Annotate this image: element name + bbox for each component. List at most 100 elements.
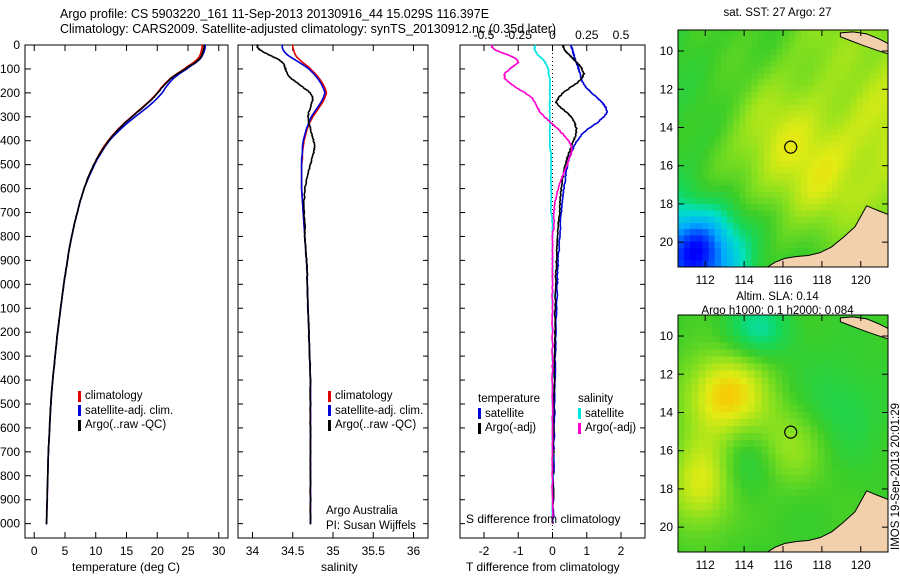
depth-tick-label: 500 <box>0 158 20 172</box>
figure-title-line2: Climatology: CARS2009. Satellite-adjuste… <box>60 22 557 36</box>
lon-tick-label: 120 <box>851 273 871 287</box>
lon-tick-label: 114 <box>735 558 754 572</box>
plot-frame <box>24 44 229 539</box>
depth-tick-label: 400 <box>0 134 20 148</box>
sla-map-title-line2: Argo h1000: 0.1 h2000: 0.084 <box>701 305 854 317</box>
legend-item-climatology: climatology <box>78 389 173 404</box>
legend-swatch-temperature-argo <box>478 422 481 434</box>
depth-tick-label: 1200 <box>0 325 20 339</box>
sst-map-title: sat. SST: 27 Argo: 27 <box>723 7 832 19</box>
depth-tick-label: 1300 <box>0 349 20 363</box>
x-tick-label: 20 <box>151 544 165 558</box>
argo-credit-line1: Argo Australia <box>326 505 398 517</box>
profile-location-marker <box>784 425 798 439</box>
legend-swatch-salinity-satellite <box>578 408 581 420</box>
salinity-legend: climatology satellite-adj. clim. Argo(..… <box>328 389 423 433</box>
sla-map-plot: 112 114 116 118 120 -10 -12 -14 -16 -18 -20 <box>660 314 889 572</box>
legend-item-satellite-adj: satellite-adj. clim. <box>78 404 173 419</box>
argo-credit: Argo Australia PI: Susan Wijffels <box>326 504 416 533</box>
depth-tick-label: 300 <box>0 110 20 124</box>
legend-item-argo-salinity: Argo(..raw -QC) <box>328 418 423 433</box>
depth-tick-label: 1400 <box>0 373 20 387</box>
s-tick-label: -0.5 <box>474 28 495 42</box>
lat-tick-label: -18 <box>660 197 673 211</box>
lat-tick-label: -20 <box>660 520 673 534</box>
lon-tick-label: 118 <box>812 558 831 572</box>
legend-swatch-argo <box>78 419 81 431</box>
legend-group-title-salinity: salinity <box>578 393 614 405</box>
sst-map-panel: 112 114 116 118 120 -10 -12 -14 -16 -18 -20 <box>660 0 900 295</box>
depth-tick-label: 1700 <box>0 445 20 459</box>
legend-label-argo: Argo(..raw -QC) <box>85 419 167 431</box>
x-tick-label: 0 <box>31 544 38 558</box>
legend-swatch-argo-salinity <box>328 419 331 431</box>
x-tick-label: 5 <box>62 544 69 558</box>
depth-tick-label: 900 <box>0 253 20 267</box>
salinity-axis-label: salinity <box>321 560 358 574</box>
lat-tick-label: -14 <box>660 120 673 134</box>
difference-temperature-axis-label: T difference from climatology <box>466 560 620 574</box>
depth-tick-label: 1500 <box>0 397 20 411</box>
lon-tick-label: 120 <box>851 558 871 572</box>
s-tick-label: 0 <box>549 28 556 42</box>
legend-swatch-climatology <box>78 390 81 402</box>
difference-salinity-axis-label: S difference from climatology <box>466 512 621 526</box>
landmass-australia <box>766 490 888 552</box>
argo-credit-line2: PI: Susan Wijffels <box>326 519 416 532</box>
lon-tick-label: 118 <box>812 273 831 287</box>
profile-line <box>256 44 316 525</box>
temperature-plot: 0100200300400500600700800900100011001200… <box>0 38 229 558</box>
lat-tick-label: -10 <box>660 329 673 343</box>
temperature-legend: climatology satellite-adj. clim. Argo(..… <box>78 389 173 433</box>
depth-tick-label: 600 <box>0 182 20 196</box>
t-tick-label: 0 <box>549 544 556 558</box>
depth-tick-label: 100 <box>0 62 20 76</box>
lon-tick-label: 114 <box>735 273 754 287</box>
legend-swatch-satellite-adj <box>78 405 81 417</box>
landmass-island <box>839 31 888 55</box>
legend-item-salinity-satellite: satellite <box>578 407 636 422</box>
legend-label-climatology: climatology <box>85 390 143 402</box>
plot-frame <box>237 44 429 539</box>
map-field <box>678 30 888 267</box>
sla-map-title-line1: Altim. SLA: 0.14 <box>736 291 819 303</box>
legend-group-title-temperature: temperature <box>478 393 541 405</box>
temperature-panel: 0100200300400500600700800900100011001200… <box>0 0 250 580</box>
lon-tick-label: 116 <box>773 558 792 572</box>
lat-tick-label: -16 <box>660 444 673 458</box>
depth-tick-label: 1000 <box>0 277 20 291</box>
depth-tick-label: 800 <box>0 229 20 243</box>
lat-tick-label: -20 <box>660 235 673 249</box>
profile-line <box>281 44 326 525</box>
t-tick-label: 2 <box>618 544 625 558</box>
s-tick-label: -0.25 <box>505 28 533 42</box>
profile-line <box>291 44 328 525</box>
difference-line <box>551 44 586 524</box>
depth-tick-label: 700 <box>0 206 20 220</box>
depth-tick-label: 1600 <box>0 421 20 435</box>
sst-map-plot: 112 114 116 118 120 -10 -12 -14 -16 -18 -20 <box>660 29 889 287</box>
x-tick-label: 10 <box>89 544 103 558</box>
profile-location-marker <box>784 140 798 154</box>
difference-legend-salinity: salinity satellite Argo(-adj) <box>578 392 636 436</box>
x-tick-label: 15 <box>120 544 134 558</box>
depth-tick-label: 1800 <box>0 469 20 483</box>
x-tick-label: 35.5 <box>362 544 386 558</box>
lat-tick-label: -16 <box>660 159 673 173</box>
x-tick-label: 34.5 <box>281 544 305 558</box>
legend-label-salinity-argo: Argo(-adj) <box>585 422 637 434</box>
s-tick-label: 0.25 <box>575 28 599 42</box>
difference-panel: -2 -1 0 1 2 -0.5 -0.25 0 0.25 0.5 <box>455 0 660 580</box>
lon-tick-label: 116 <box>773 273 792 287</box>
depth-tick-label: 0 <box>13 38 20 52</box>
legend-item-argo: Argo(..raw -QC) <box>78 418 173 433</box>
legend-label-argo-salinity: Argo(..raw -QC) <box>335 419 417 431</box>
difference-line <box>551 44 609 524</box>
profile-line <box>45 44 206 525</box>
figure-title-line1: Argo profile: CS 5903220_161 11-Sep-2013… <box>60 7 490 21</box>
map-field <box>678 315 888 552</box>
legend-label-salinity-satellite: satellite <box>585 407 624 420</box>
legend-item-satellite-adj-salinity: satellite-adj. clim. <box>328 404 423 419</box>
legend-label-climatology-salinity: climatology <box>335 390 393 402</box>
